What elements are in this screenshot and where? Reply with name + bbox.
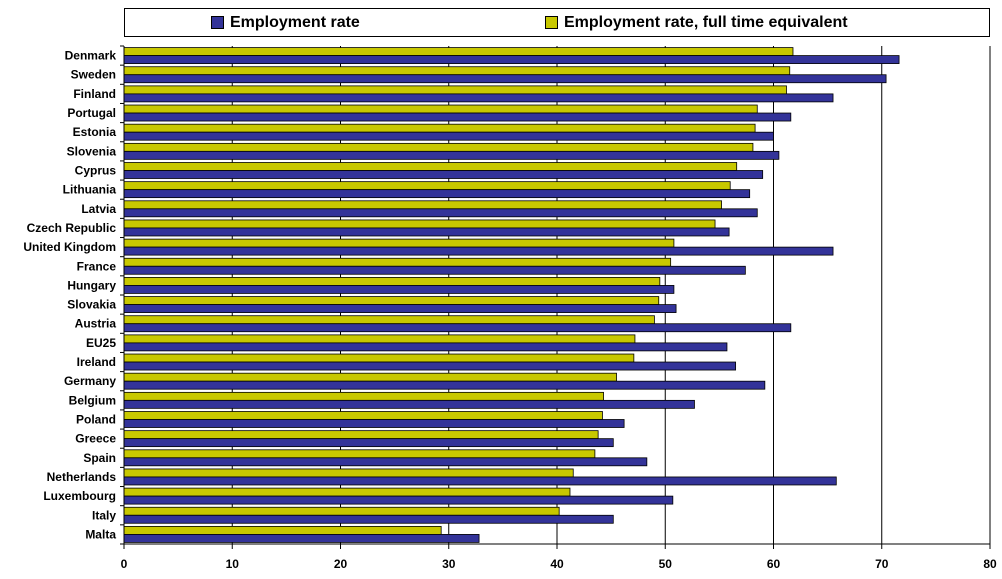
category-label: EU25 <box>86 336 116 350</box>
bar-spain-employment-rate <box>123 457 648 467</box>
x-tick-label: 0 <box>121 557 128 571</box>
bar-netherlands-employment-rate <box>123 476 837 486</box>
category-label: Czech Republic <box>27 221 117 235</box>
category-label: Slovenia <box>67 144 117 158</box>
category-label: Germany <box>64 374 116 388</box>
bars <box>123 47 900 543</box>
bar-hungary-employment-rate <box>123 285 675 294</box>
category-label: France <box>77 259 117 273</box>
bar-italy-fte <box>123 506 560 516</box>
x-tick-label: 80 <box>983 557 997 571</box>
category-label: Belgium <box>69 393 116 407</box>
bar-slovakia-fte <box>123 296 660 305</box>
bar-france-employment-rate <box>123 265 746 275</box>
category-label: United Kingdom <box>23 240 116 254</box>
x-tick-label: 50 <box>659 557 673 571</box>
bar-slovenia-fte <box>123 142 754 152</box>
legend-item-employment-rate: Employment rate <box>211 9 360 36</box>
bar-finland-employment-rate <box>123 93 834 103</box>
bar-portugal-fte <box>123 104 758 114</box>
bar-malta-fte <box>123 526 442 535</box>
bar-latvia-employment-rate <box>123 208 758 218</box>
bar-austria-fte <box>123 315 655 325</box>
x-tick-label: 10 <box>226 557 240 571</box>
category-label: Netherlands <box>47 470 117 484</box>
bar-slovenia-employment-rate <box>123 150 780 160</box>
bar-belgium-fte <box>123 391 604 401</box>
bar-czech-republic-employment-rate <box>123 227 730 237</box>
category-label: Denmark <box>65 49 117 63</box>
legend-swatch-fte <box>545 16 558 29</box>
category-label: Estonia <box>73 125 117 139</box>
bar-poland-employment-rate <box>123 419 625 428</box>
axes <box>120 45 991 549</box>
category-label: Lithuania <box>63 183 117 197</box>
category-label: Finland <box>73 87 116 101</box>
x-tick-label: 20 <box>334 557 348 571</box>
bar-estonia-employment-rate <box>123 131 774 141</box>
bar-netherlands-fte <box>123 468 574 478</box>
bar-austria-employment-rate <box>123 323 792 333</box>
bar-estonia-fte <box>123 123 756 133</box>
bar-denmark-fte <box>123 47 794 56</box>
category-label: Spain <box>83 451 116 465</box>
category-label: Luxembourg <box>43 489 116 503</box>
bar-ireland-fte <box>123 353 635 363</box>
legend: Employment rate Employment rate, full ti… <box>124 8 990 37</box>
bar-sweden-fte <box>123 66 791 76</box>
category-label: Greece <box>75 432 116 446</box>
bar-czech-republic-fte <box>123 219 716 229</box>
category-label: Latvia <box>81 202 116 216</box>
bar-luxembourg-employment-rate <box>123 495 674 505</box>
bar-italy-employment-rate <box>123 514 614 524</box>
category-label: Italy <box>92 508 116 522</box>
bar-hungary-fte <box>123 277 661 286</box>
bar-luxembourg-fte <box>123 487 571 497</box>
category-label: Portugal <box>67 106 116 120</box>
bar-sweden-employment-rate <box>123 74 887 84</box>
bar-latvia-fte <box>123 200 722 210</box>
bar-lithuania-fte <box>123 181 731 191</box>
legend-swatch-employment-rate <box>211 16 224 29</box>
bar-greece-fte <box>123 430 599 440</box>
x-tick-labels: 0 10 20 30 40 50 60 70 80 <box>121 557 997 571</box>
bar-united-kingdom-fte <box>123 238 675 248</box>
bar-cyprus-employment-rate <box>123 170 764 179</box>
legend-item-fte: Employment rate, full time equivalent <box>545 9 848 36</box>
category-label: Malta <box>85 527 116 541</box>
category-labels: Denmark Sweden Finland Portugal Estonia Slove… <box>23 49 116 542</box>
category-label: Cyprus <box>75 164 117 178</box>
category-label: Austria <box>75 317 117 331</box>
bar-greece-employment-rate <box>123 438 614 448</box>
bar-poland-fte <box>123 411 603 420</box>
bar-lithuania-employment-rate <box>123 189 751 199</box>
x-tick-label: 60 <box>767 557 781 571</box>
x-tick-label: 30 <box>442 557 456 571</box>
bar-germany-fte <box>123 372 617 382</box>
legend-label-employment-rate: Employment rate <box>230 13 360 31</box>
bar-denmark-employment-rate <box>123 55 900 64</box>
x-tick-label: 40 <box>550 557 564 571</box>
bar-germany-employment-rate <box>123 380 766 390</box>
bar-finland-fte <box>123 85 787 95</box>
bar-eu25-fte <box>123 334 636 344</box>
legend-label-fte: Employment rate, full time equivalent <box>564 13 848 31</box>
bar-cyprus-fte <box>123 162 738 171</box>
bar-eu25-employment-rate <box>123 342 728 352</box>
category-label: Sweden <box>71 68 116 82</box>
bar-ireland-employment-rate <box>123 361 737 371</box>
bar-united-kingdom-employment-rate <box>123 246 834 256</box>
bar-belgium-employment-rate <box>123 399 695 409</box>
category-label: Slovakia <box>67 298 116 312</box>
bar-france-fte <box>123 257 672 267</box>
category-label: Ireland <box>77 355 116 369</box>
category-label: Hungary <box>67 278 116 292</box>
bar-slovakia-employment-rate <box>123 304 677 313</box>
x-tick-label: 70 <box>875 557 889 571</box>
bar-portugal-employment-rate <box>123 112 792 122</box>
bar-spain-fte <box>123 449 596 459</box>
bar-malta-employment-rate <box>123 534 480 543</box>
category-label: Poland <box>76 413 116 427</box>
